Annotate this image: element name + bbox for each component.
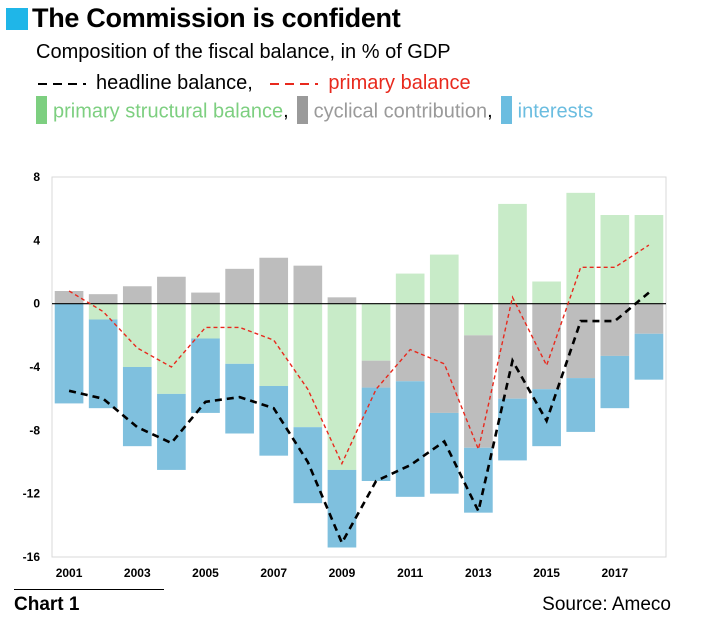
bar-primary-structural-balance (395, 273, 425, 304)
bar-interests (395, 381, 425, 497)
bar-primary-structural-balance (600, 215, 630, 304)
bar-interests (429, 412, 459, 494)
bar-primary-structural-balance (327, 303, 357, 470)
legend-sep: , (487, 100, 493, 123)
footer-rule (14, 589, 164, 590)
bar-cyclical-contribution (54, 291, 84, 304)
y-tick-label: 8 (33, 170, 40, 184)
bar-primary-structural-balance (293, 303, 323, 428)
x-tick-label: 2017 (601, 566, 628, 580)
bar-cyclical-contribution (498, 303, 527, 399)
bar-cyclical-contribution (293, 265, 323, 304)
bar-primary-structural-balance (122, 303, 152, 367)
bar-cyclical-contribution (157, 276, 186, 304)
bar-cyclical-contribution (566, 303, 596, 379)
bar-primary-structural-balance (566, 192, 596, 304)
bar-interests (122, 367, 152, 447)
bar-interests (157, 393, 186, 470)
legend-primary-dash (270, 82, 319, 85)
bar-interests (327, 469, 357, 548)
legend-interests-swatch (500, 96, 512, 124)
chart-number-label: Chart 1 (14, 594, 80, 615)
bar-cyclical-contribution (634, 303, 664, 334)
bar-primary-structural-balance (634, 215, 664, 304)
y-tick-label: -16 (23, 550, 41, 564)
bar-interests (464, 447, 493, 513)
legend-row-bars: primary structural balance, cyclical cont… (36, 96, 594, 130)
legend-cyclical-swatch (296, 96, 308, 124)
bar-primary-structural-balance (361, 303, 391, 361)
bar-primary-structural-balance (259, 303, 289, 386)
bar-interests (259, 386, 289, 456)
legend-primary-label: primary balance (328, 72, 471, 94)
bar-cyclical-contribution (464, 335, 493, 448)
bar-cyclical-contribution (122, 286, 152, 304)
plot-frame (51, 176, 667, 558)
y-tick-label: -12 (23, 487, 41, 501)
bar-primary-structural-balance (532, 281, 561, 304)
bar-primary-structural-balance (191, 303, 220, 339)
legend-structural-swatch (36, 96, 47, 124)
bar-interests (293, 427, 323, 504)
y-tick-label: 4 (33, 233, 40, 247)
x-tick-label: 2001 (56, 566, 83, 580)
bar-primary-structural-balance (157, 303, 186, 394)
bar-interests (566, 378, 596, 432)
plot-area: 8 4 0 -4 -8 -12 -16 2001 2003 2005 2007 2009 2011 201… (23, 170, 667, 580)
bar-primary-structural-balance (429, 254, 459, 304)
x-tick-label: 2013 (465, 566, 492, 580)
bar-cyclical-contribution (395, 303, 425, 382)
bar-interests (498, 398, 527, 461)
legend-interests-label: interests (517, 100, 594, 123)
bar-primary-structural-balance (464, 303, 493, 336)
bar-interests (54, 303, 84, 404)
bar-interests (600, 355, 630, 409)
bar-cyclical-contribution (532, 303, 561, 390)
x-tick-label: 2003 (124, 566, 151, 580)
bar-cyclical-contribution (88, 294, 118, 304)
legend-cyclical-label: cyclical contribution (313, 100, 488, 123)
source-label: Source: Ameco (542, 594, 671, 615)
bar-cyclical-contribution (191, 292, 220, 304)
chart-title: The Commission is confident (32, 3, 401, 33)
bar-primary-structural-balance (498, 203, 527, 304)
bar-cyclical-contribution (600, 303, 630, 356)
y-tick-label: -8 (29, 423, 40, 437)
bar-cyclical-contribution (225, 268, 254, 304)
chart-subtitle: Composition of the fiscal balance, in % … (36, 41, 451, 63)
legend-row-lines: headline balance, primary balance (36, 72, 471, 95)
line-headline-balance (68, 291, 650, 546)
x-tick-label: 2009 (329, 566, 356, 580)
legend-structural-label: primary structural balance (53, 100, 284, 123)
title-accent-square (6, 8, 28, 30)
bar-cyclical-contribution (429, 303, 459, 413)
legend-headline-label: headline balance, (96, 72, 253, 94)
line-primary-balance (68, 244, 650, 466)
fiscal-balance-chart: 8 4 0 -4 -8 -12 -16 2001 2003 2005 2007 2009 2011 201… (23, 170, 667, 580)
legend-headline-dash (38, 82, 86, 85)
legend-sep: , (283, 100, 289, 123)
bar-interests (634, 333, 664, 380)
bar-interests (361, 387, 391, 481)
bar-interests (88, 319, 118, 409)
bar-cyclical-contribution (361, 360, 391, 388)
x-tick-label: 2011 (397, 566, 423, 580)
y-tick-label: 0 (33, 297, 40, 311)
bar-cyclical-contribution (259, 257, 289, 304)
x-tick-label: 2005 (192, 566, 219, 580)
bar-primary-structural-balance (225, 303, 254, 364)
x-tick-label: 2015 (533, 566, 560, 580)
y-tick-label: -4 (29, 360, 40, 374)
x-tick-label: 2007 (260, 566, 287, 580)
bar-cyclical-contribution (327, 297, 357, 304)
